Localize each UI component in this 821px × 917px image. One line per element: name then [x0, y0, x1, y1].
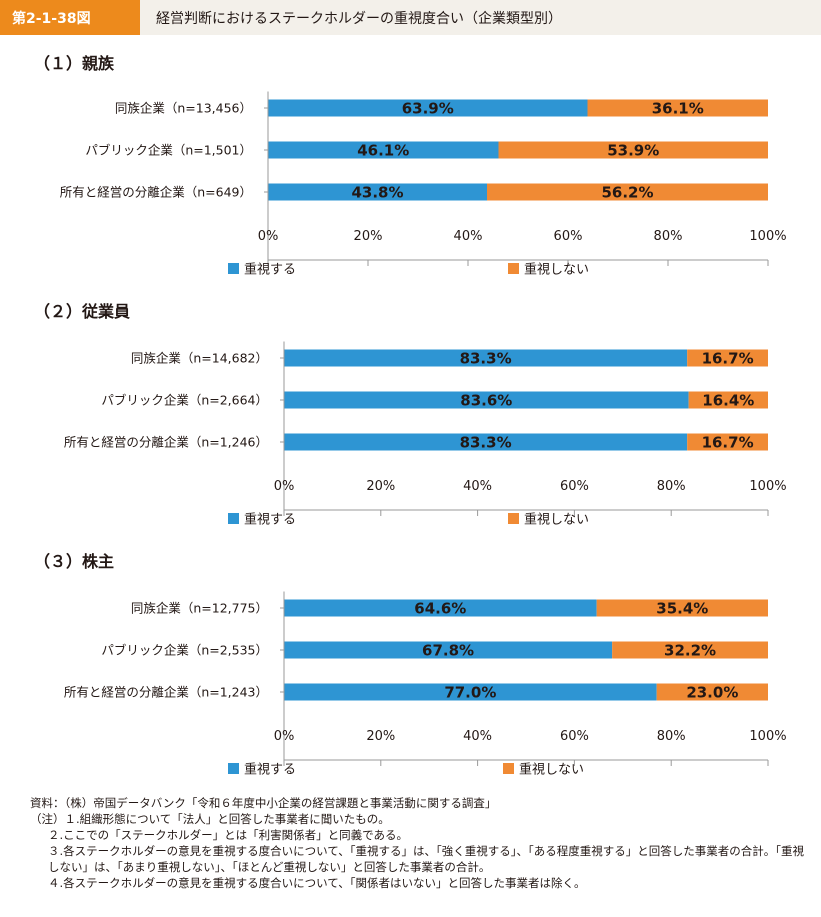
data-label: 63.9% [402, 100, 454, 118]
data-label: 46.1% [357, 142, 409, 160]
figure-header: 第2-1-38図 経営判断におけるステークホルダーの重視度合い（企業類型別） [0, 0, 821, 35]
data-label: 32.2% [664, 642, 716, 660]
data-label: 77.0% [444, 684, 496, 702]
data-label: 16.4% [702, 392, 754, 410]
note-1: （注）１.組織形態について「法人」と回答した事業者に聞いたもの。 [30, 812, 390, 826]
legend-swatch-not-important [508, 263, 519, 274]
bar-important [284, 349, 688, 367]
legend-label: 重視する [244, 762, 296, 778]
note-4: ４.各ステークホルダーの意見を重視する度合いについて、「関係者はいない」と回答し… [48, 876, 586, 890]
x-tick-label: 0% [274, 479, 295, 494]
x-tick-label: 20% [366, 729, 395, 744]
chart-section-employees: （２）従業員 83.3% 16.7% 同族企業（n=14,682） 83.6% 16.4… [0, 298, 821, 548]
x-tick-label: 40% [463, 479, 492, 494]
category-label: 同族企業（n=13,456） [115, 101, 252, 116]
data-label: 83.3% [460, 434, 512, 452]
bar-important [284, 683, 657, 701]
x-tick-label: 60% [560, 729, 589, 744]
source-note: 資料：（株）帝国データバンク「令和６年度中小企業の経営課題と事業活動に関する調査… [30, 796, 497, 810]
x-tick-label: 80% [654, 229, 683, 244]
data-label: 67.8% [422, 642, 474, 660]
bar-important [268, 183, 487, 201]
legend-label: 重視しない [524, 512, 589, 528]
chart-section-relatives: （１）親族 63.9% 36.1% 同族企業（n=13,456） 46.1% 53.9%… [0, 50, 821, 300]
x-tick-label: 100% [749, 479, 786, 494]
category-label: 同族企業（n=14,682） [131, 351, 268, 366]
bar-important [268, 141, 499, 159]
category-label: 所有と経営の分離企業（n=1,246） [64, 435, 268, 450]
legend-swatch-not-important [503, 763, 514, 774]
legend-swatch-important [228, 763, 239, 774]
legend-label: 重視する [244, 262, 296, 278]
chart-svg: 63.9% 36.1% 同族企業（n=13,456） 46.1% 53.9% パブリック企… [60, 91, 787, 278]
bar-not-important [587, 99, 768, 117]
x-tick-label: 60% [554, 229, 583, 244]
notes-block: 資料：（株）帝国データバンク「令和６年度中小企業の経営課題と事業活動に関する調査… [30, 795, 805, 891]
bar-not-important [596, 599, 768, 617]
legend-label: 重視しない [519, 762, 584, 778]
category-label: パブリック企業（n=2,664） [101, 393, 268, 408]
data-label: 53.9% [607, 142, 659, 160]
legend-label: 重視しない [524, 262, 589, 278]
data-label: 56.2% [601, 184, 653, 202]
data-label: 23.0% [686, 684, 738, 702]
chart-plot: 64.6% 35.4% 同族企業（n=12,775） 67.8% 32.2% パブリック企… [0, 548, 821, 798]
note-3: ３.各ステークホルダーの意見を重視する度合いについて、「重視する」は、「強く重視… [48, 844, 804, 874]
figure-title: 経営判断におけるステークホルダーの重視度合い（企業類型別） [156, 10, 562, 27]
x-tick-label: 20% [354, 229, 383, 244]
data-label: 83.3% [460, 350, 512, 368]
bar-important [284, 641, 613, 659]
x-tick-label: 60% [560, 479, 589, 494]
chart-svg: 83.3% 16.7% 同族企業（n=14,682） 83.6% 16.4% パブリック企… [64, 341, 787, 528]
data-label: 36.1% [652, 100, 704, 118]
data-label: 83.6% [460, 392, 512, 410]
data-label: 16.7% [702, 350, 754, 368]
category-label: 所有と経営の分離企業（n=649） [60, 185, 252, 200]
bar-important [284, 433, 688, 451]
chart-plot: 83.3% 16.7% 同族企業（n=14,682） 83.6% 16.4% パブリック企… [0, 298, 821, 548]
chart-title: （１）親族 [34, 54, 115, 73]
x-tick-label: 40% [463, 729, 492, 744]
category-label: パブリック企業（n=2,535） [101, 643, 268, 658]
bar-important [268, 99, 588, 117]
bar-important [284, 599, 597, 617]
x-tick-label: 20% [366, 479, 395, 494]
data-label: 64.6% [414, 600, 466, 618]
x-tick-label: 40% [454, 229, 483, 244]
x-tick-label: 80% [657, 479, 686, 494]
legend-swatch-important [228, 263, 239, 274]
category-label: 同族企業（n=12,775） [131, 601, 268, 616]
category-label: パブリック企業（n=1,501） [85, 143, 252, 158]
legend-swatch-not-important [508, 513, 519, 524]
chart-plot: 63.9% 36.1% 同族企業（n=13,456） 46.1% 53.9% パブリック企… [0, 50, 821, 300]
x-tick-label: 0% [274, 729, 295, 744]
figure-label: 第2-1-38図 [0, 0, 140, 35]
bar-important [284, 391, 689, 409]
x-tick-label: 100% [749, 729, 786, 744]
figure-title-bar: 経営判断におけるステークホルダーの重視度合い（企業類型別） [140, 0, 821, 35]
data-label: 35.4% [656, 600, 708, 618]
chart-title: （２）従業員 [34, 302, 131, 321]
note-2: ２.ここでの「ステークホルダー」とは「利害関係者」と同義である。 [48, 828, 409, 842]
bar-not-important [688, 391, 768, 409]
legend-swatch-important [228, 513, 239, 524]
chart-section-shareholders: （３）株主 64.6% 35.4% 同族企業（n=12,775） 67.8% 32.2%… [0, 548, 821, 798]
category-label: 所有と経営の分離企業（n=1,243） [64, 685, 268, 700]
x-tick-label: 0% [258, 229, 279, 244]
x-tick-label: 100% [749, 229, 786, 244]
x-tick-label: 80% [657, 729, 686, 744]
data-label: 43.8% [351, 184, 403, 202]
bar-not-important [487, 183, 768, 201]
legend-label: 重視する [244, 512, 296, 528]
chart-svg: 64.6% 35.4% 同族企業（n=12,775） 67.8% 32.2% パブリック企… [64, 591, 787, 778]
bar-not-important [612, 641, 768, 659]
bar-not-important [498, 141, 768, 159]
data-label: 16.7% [702, 434, 754, 452]
chart-title: （３）株主 [34, 552, 115, 571]
bar-not-important [656, 683, 768, 701]
bar-not-important [687, 349, 768, 367]
bar-not-important [687, 433, 768, 451]
